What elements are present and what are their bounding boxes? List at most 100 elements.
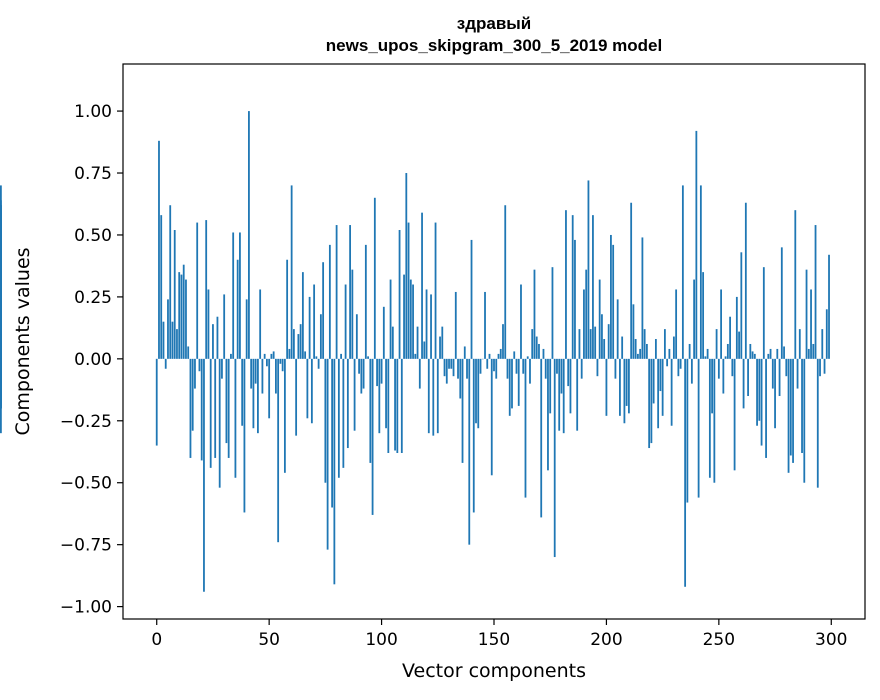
bar-component-293 [815,225,817,359]
bar-component-128 [444,359,446,376]
bar-component-104 [390,280,392,359]
bar-component-267 [756,359,758,426]
bar-component-285 [797,359,799,389]
bar-component-0 [156,359,158,446]
bar-component-263 [747,359,749,396]
bar-component-44 [255,359,257,384]
bar-component-153 [500,349,502,359]
bar-component-48 [264,354,266,359]
bar-component-235 [684,359,686,587]
bar-component-75 [324,359,326,483]
bar-component-146 [484,292,486,359]
bar-component-299 [828,255,830,359]
bar-component-121 [428,359,430,433]
bar-component-209 [626,359,628,406]
bar-component-68 [309,297,311,359]
bar-component-222 [655,339,657,359]
bar-component-6 [169,205,171,359]
bar-component-274 [772,359,774,389]
bar-component-113 [410,280,412,359]
bar-component-92 [363,359,365,389]
bar-component-172 [543,349,545,359]
bar-component-224 [659,359,661,391]
bar-component-238 [691,359,693,384]
bar-component-100 [381,359,383,384]
bar-component-21 [203,359,205,592]
bar-component-41 [248,111,250,359]
bar-component-194 [592,215,594,359]
bar-component-271 [765,359,767,458]
bar-component-91 [360,359,362,394]
bar-component-14 [187,346,189,358]
bar-component-234 [682,185,684,358]
bar-component-83 [342,359,344,468]
bar-component-74 [322,262,324,359]
bar-component-211 [630,203,632,359]
y-axis-label: Components values [12,247,34,435]
y-tick-label: 0.25 [74,288,112,308]
bar-component-246 [709,359,711,478]
bar-component-12 [183,265,185,359]
bar-component-203 [612,245,614,359]
bar-component-88 [354,359,356,431]
bar-component-239 [693,280,695,359]
bar-component-130 [448,359,450,369]
bar-component-66 [304,351,306,358]
bar-component-276 [776,349,778,359]
bar-component-8 [174,230,176,359]
bar-component-205 [617,299,619,358]
bar-component-82 [340,354,342,359]
bar-component-undefined [0,334,2,359]
bar-component-51 [271,354,273,359]
bar-component-206 [619,359,621,416]
bar-component-37 [239,232,241,358]
bar-component-131 [450,359,452,369]
bar-component-97 [374,198,376,359]
bar-component-164 [525,359,527,498]
bar-component-84 [345,285,347,359]
bar-component-29 [221,359,223,379]
bar-component-251 [720,289,722,358]
bar-component-223 [657,359,659,428]
bar-component-210 [628,359,630,414]
bar-component-148 [489,354,491,359]
bar-component-115 [414,354,416,359]
bar-component-255 [729,317,731,359]
bar-component-24 [210,359,212,468]
bar-component-32 [228,359,230,458]
bar-component-256 [731,359,733,376]
bar-component-125 [437,359,439,433]
bar-component-35 [235,359,237,478]
bar-component-34 [232,232,234,358]
bar-component-282 [790,359,792,456]
bar-component-241 [698,359,700,498]
bar-component-281 [788,359,790,473]
bar-component-219 [648,359,650,448]
bar-component-137 [464,346,466,358]
bar-component-250 [718,359,720,379]
bar-component-86 [349,225,351,359]
bar-component-160 [516,359,518,374]
bar-component-120 [426,289,428,358]
bar-component-58 [286,260,288,359]
bar-component-297 [824,359,826,374]
bar-component-76 [327,359,329,550]
bar-component-277 [779,359,781,396]
bar-component-143 [477,359,479,428]
bar-component-109 [401,359,403,453]
bar-component-39 [244,359,246,513]
x-tick-label: 50 [258,630,280,650]
x-tick-label: 300 [815,630,847,650]
bar-component-134 [457,359,459,379]
bar-component-237 [689,344,691,359]
bar-component-80 [336,225,338,359]
y-tick-label: 0.00 [74,350,112,370]
bar-component-89 [356,314,358,359]
bar-component-259 [738,332,740,359]
bar-component-126 [439,337,441,359]
bar-component-110 [403,275,405,359]
bar-component-253 [725,356,727,358]
bar-component-213 [635,339,637,359]
bar-component-57 [284,359,286,473]
